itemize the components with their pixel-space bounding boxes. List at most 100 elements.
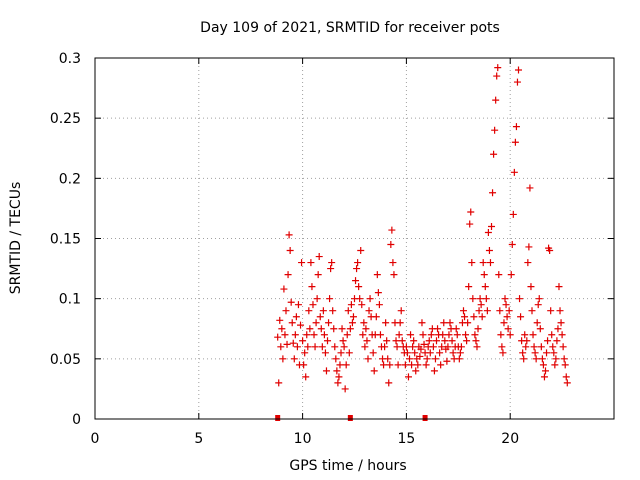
- data-point: [316, 313, 324, 321]
- data-point: [504, 325, 512, 333]
- data-point: [376, 331, 384, 339]
- y-tick-label: 0.25: [50, 111, 81, 127]
- data-point: [489, 189, 497, 197]
- data-point: [355, 283, 363, 291]
- data-point: [380, 361, 388, 369]
- data-point: [276, 316, 284, 324]
- data-point: [352, 277, 360, 285]
- data-point: [456, 349, 464, 357]
- data-point: [356, 295, 364, 303]
- data-point: [434, 325, 442, 333]
- data-point: [304, 343, 312, 351]
- data-point: [344, 307, 352, 315]
- data-point: [337, 349, 345, 357]
- data-point: [427, 331, 435, 339]
- data-point: [353, 265, 361, 273]
- data-point: [369, 349, 377, 357]
- data-point: [494, 64, 502, 72]
- data-point: [386, 361, 394, 369]
- data-point: [484, 228, 492, 236]
- data-point: [382, 319, 390, 327]
- data-point: [364, 355, 372, 363]
- data-point: [550, 349, 558, 357]
- data-point: [372, 313, 380, 321]
- data-point: [330, 325, 338, 333]
- data-point: [502, 301, 510, 309]
- data-point: [490, 150, 498, 158]
- data-point: [467, 208, 475, 216]
- data-point: [335, 373, 343, 381]
- data-point: [500, 319, 508, 327]
- data-point: [471, 331, 479, 339]
- data-point: [309, 301, 317, 309]
- data-point: [333, 367, 341, 375]
- data-point: [475, 307, 483, 315]
- data-point: [515, 66, 523, 74]
- data-point: [537, 343, 545, 351]
- data-point: [305, 307, 313, 315]
- data-point: [336, 361, 344, 369]
- data-point: [466, 220, 474, 228]
- data-point: [523, 337, 531, 345]
- data-point: [401, 361, 409, 369]
- data-point: [441, 337, 449, 345]
- data-point: [419, 331, 427, 339]
- data-point: [517, 313, 525, 321]
- data-point: [311, 343, 319, 351]
- data-point: [409, 343, 417, 351]
- x-axis-label: GPS time / hours: [289, 458, 406, 474]
- data-point: [440, 319, 448, 327]
- data-point: [482, 295, 490, 303]
- data-point: [554, 325, 562, 333]
- x-tick-label: 10: [294, 431, 312, 447]
- data-point: [529, 331, 537, 339]
- x-tick-labels: 0 5 10 15 20: [91, 431, 520, 447]
- data-point: [532, 355, 540, 363]
- data-point: [359, 331, 367, 339]
- data-point: [530, 343, 538, 351]
- data-point: [280, 285, 288, 293]
- data-point: [284, 271, 292, 279]
- data-point: [503, 313, 511, 321]
- y-axis-label: SRMTID / TECUs: [8, 182, 24, 295]
- data-point: [328, 259, 336, 267]
- data-point: [385, 379, 393, 387]
- data-point: [358, 301, 366, 309]
- data-point: [308, 283, 316, 291]
- data-point: [291, 331, 299, 339]
- data-point: [449, 349, 457, 357]
- data-point: [560, 355, 568, 363]
- x-tick-label: 5: [194, 431, 203, 447]
- data-point: [319, 307, 327, 315]
- data-point: [521, 331, 529, 339]
- data-point: [457, 343, 465, 351]
- data-point: [366, 295, 374, 303]
- data-point: [411, 349, 419, 357]
- data-point: [546, 247, 554, 255]
- data-point: [363, 337, 371, 345]
- data-point: [453, 331, 461, 339]
- x-tick-label: 15: [397, 431, 415, 447]
- data-point: [473, 343, 481, 351]
- data-point: [294, 301, 302, 309]
- data-point: [492, 96, 500, 104]
- data-point: [397, 307, 405, 315]
- data-point: [343, 331, 351, 339]
- data-point: [433, 337, 441, 345]
- data-point: [423, 355, 431, 363]
- data-point: [513, 78, 521, 86]
- data-point: [455, 355, 463, 363]
- data-point: [534, 301, 542, 309]
- data-point: [297, 321, 305, 329]
- data-point: [398, 337, 406, 345]
- data-point: [469, 295, 477, 303]
- data-point: [407, 331, 415, 339]
- data-point: [417, 345, 425, 353]
- data-point: [497, 331, 505, 339]
- data-point: [403, 349, 411, 357]
- data-point: [480, 271, 488, 279]
- data-point: [483, 307, 491, 315]
- data-point: [324, 337, 332, 345]
- data-point: [526, 184, 534, 192]
- data-point: [292, 313, 300, 321]
